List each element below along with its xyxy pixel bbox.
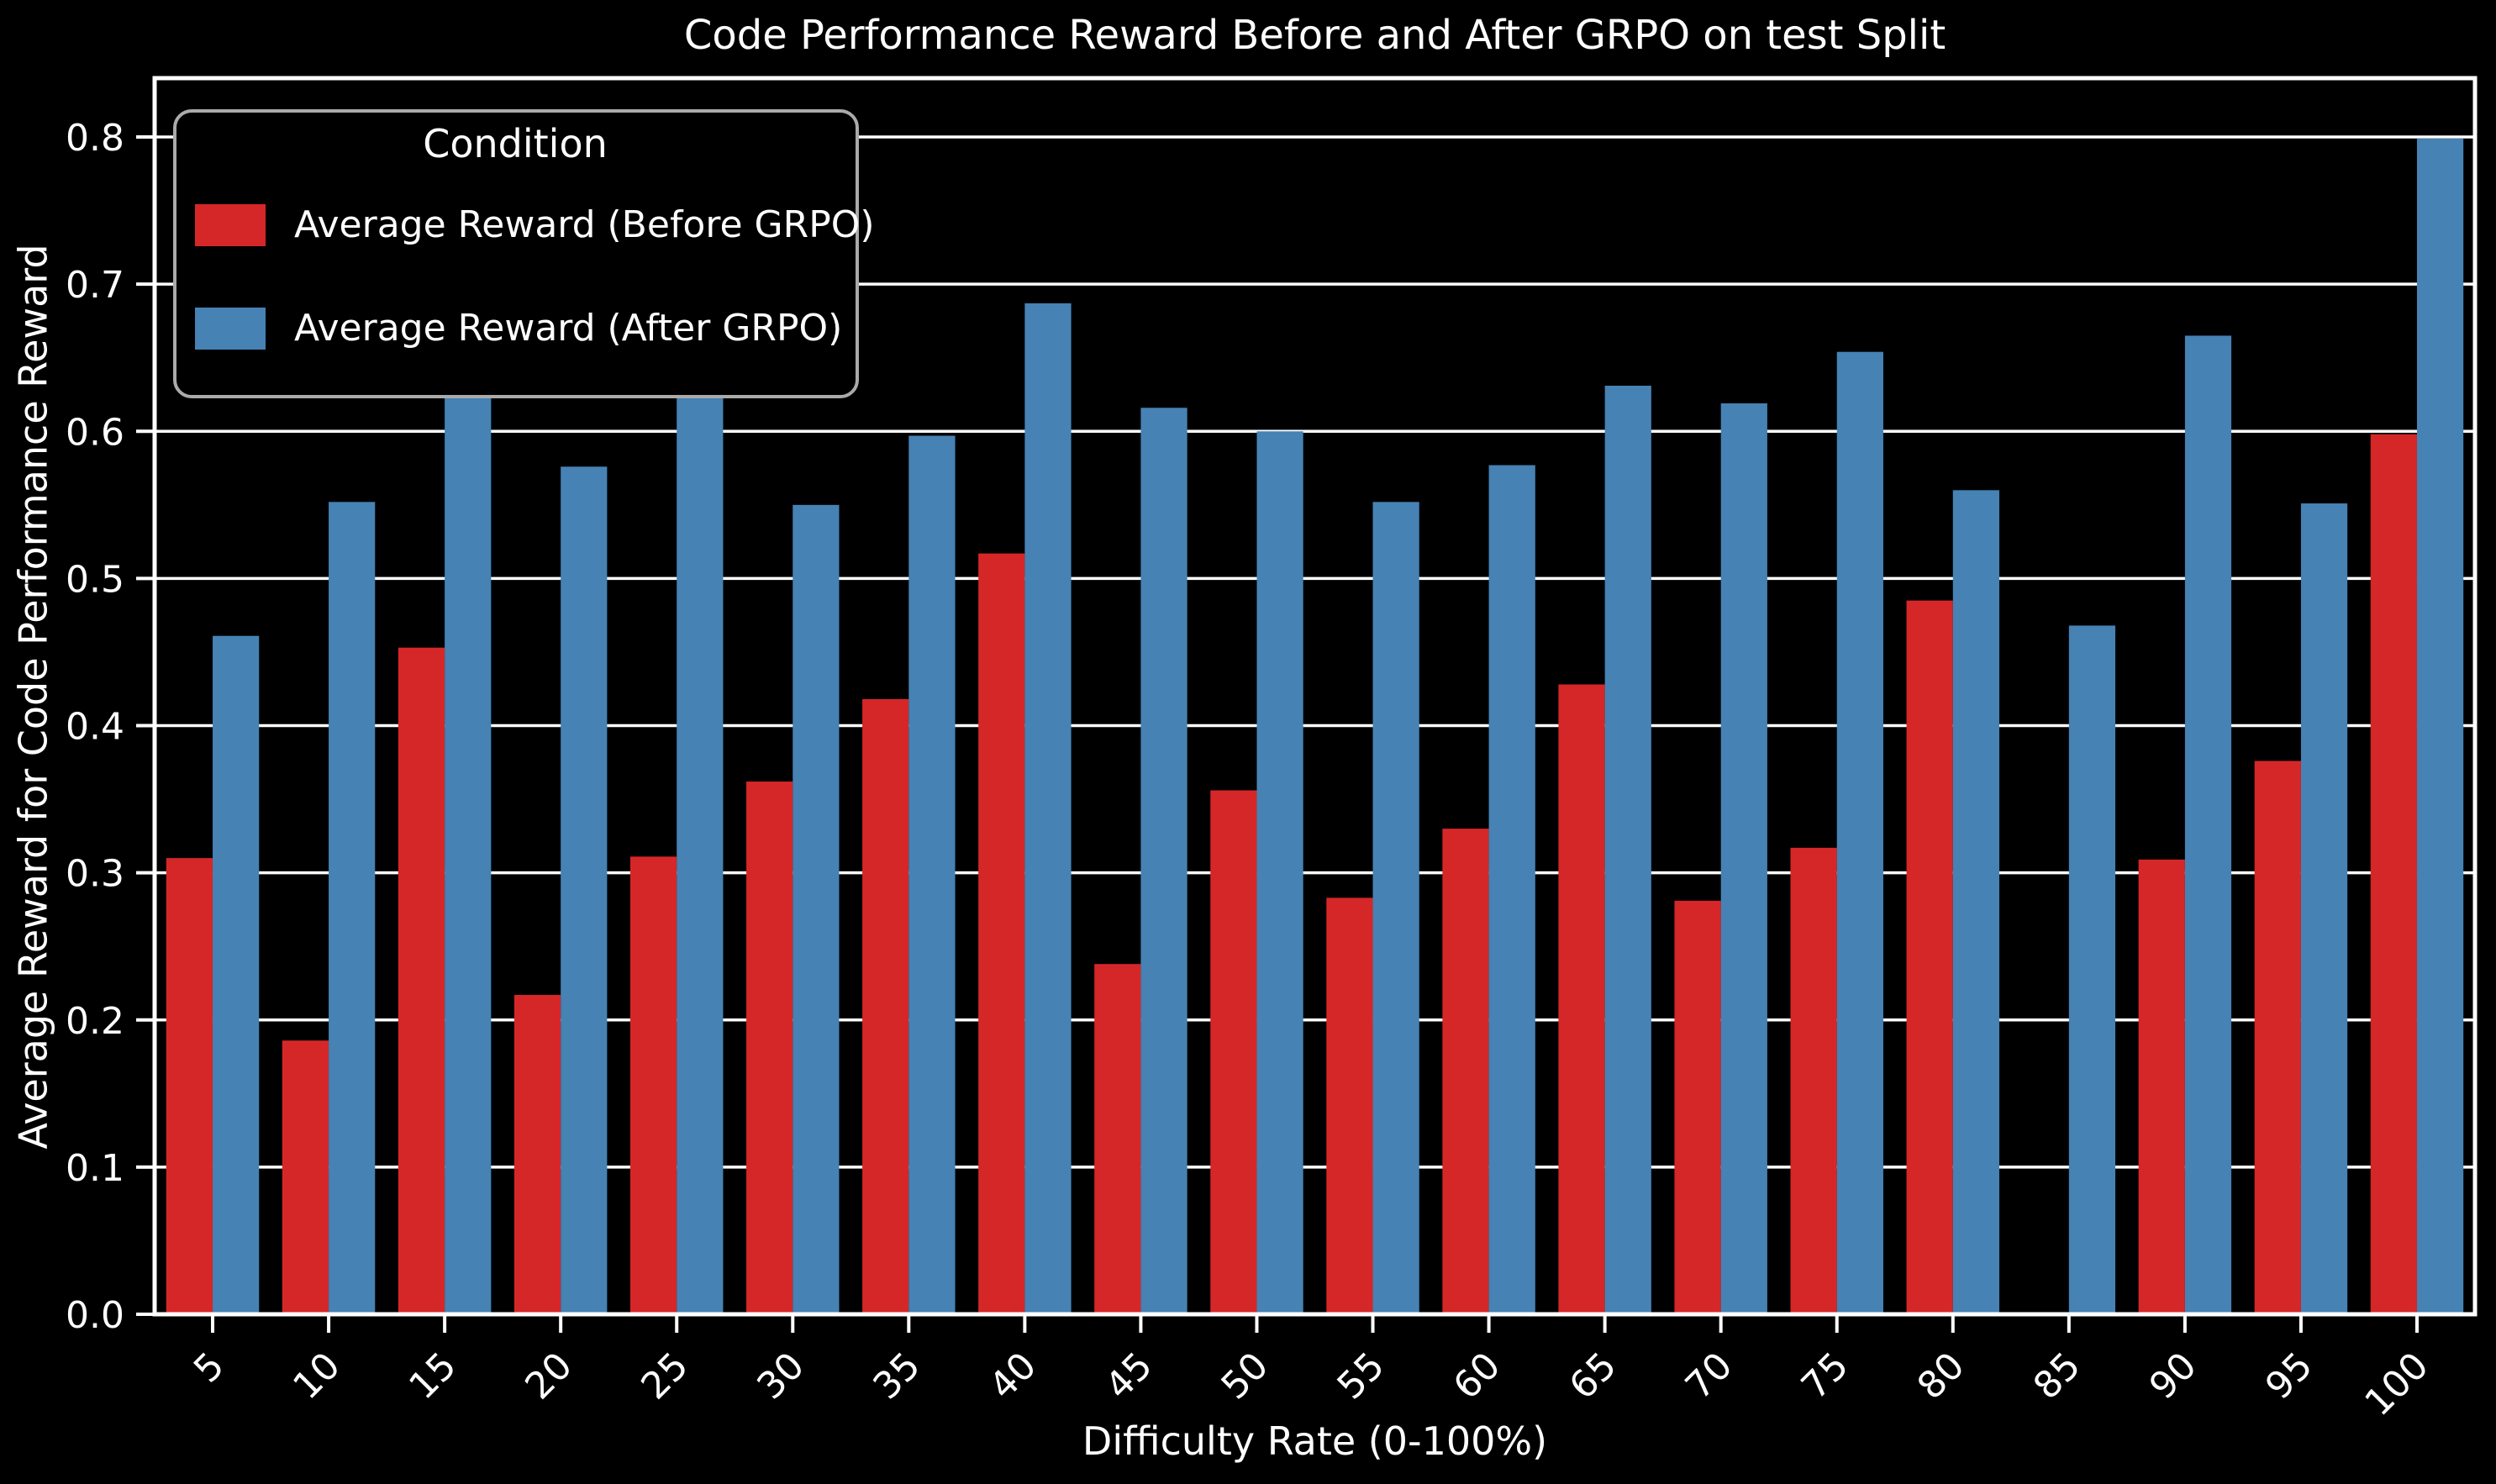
- y-tick-label-0.6: 0.6: [66, 411, 124, 454]
- bar-before-70: [1674, 900, 1721, 1314]
- bar-before-20: [513, 994, 561, 1314]
- y-axis: 0.0 0.1 0.2 0.3 0.4 0.5 0.6 0.7 0.8: [66, 117, 155, 1337]
- bar-before-50: [1210, 790, 1257, 1314]
- x-tick-label-75: 75: [1793, 1345, 1857, 1408]
- bar-after-40: [1024, 303, 1072, 1314]
- chart-title: Code Performance Reward Before and After…: [683, 12, 1946, 59]
- bars: [166, 138, 2464, 1315]
- y-tick-label-0.5: 0.5: [66, 558, 124, 601]
- bar-after-80: [1952, 490, 1999, 1314]
- x-tick-label-50: 50: [1214, 1345, 1277, 1408]
- x-tick-label-65: 65: [1561, 1345, 1625, 1408]
- legend-label-after: Average Reward (After GRPO): [294, 307, 843, 350]
- x-tick-label-10: 10: [285, 1345, 349, 1408]
- bar-after-25: [677, 345, 724, 1314]
- x-tick-label-70: 70: [1677, 1345, 1741, 1408]
- bar-before-100: [2370, 434, 2417, 1314]
- bar-after-45: [1140, 408, 1187, 1315]
- bar-before-45: [1094, 964, 1141, 1314]
- bar-after-70: [1720, 403, 1767, 1315]
- bar-after-60: [1488, 465, 1535, 1314]
- bar-before-90: [2138, 859, 2185, 1314]
- legend-entry-after: Average Reward (After GRPO): [195, 276, 842, 380]
- x-tick-label-40: 40: [981, 1345, 1045, 1408]
- bar-before-95: [2254, 760, 2301, 1314]
- bar-before-25: [630, 856, 677, 1314]
- plot-frame: [152, 76, 2478, 1317]
- bar-after-65: [1604, 385, 1651, 1315]
- bar-before-5: [166, 858, 213, 1314]
- bar-before-15: [398, 647, 445, 1314]
- legend-title: Condition: [423, 121, 608, 166]
- bar-after-35: [908, 435, 956, 1314]
- x-tick-label-15: 15: [401, 1345, 465, 1408]
- y-tick-label-0.2: 0.2: [66, 1000, 124, 1043]
- bar-before-35: [862, 699, 909, 1314]
- x-tick-label-90: 90: [2141, 1345, 2205, 1408]
- bar-after-30: [793, 504, 840, 1314]
- y-tick-label-0.3: 0.3: [66, 853, 124, 896]
- x-tick-label-80: 80: [1909, 1345, 1973, 1408]
- bar-before-40: [978, 553, 1025, 1314]
- y-axis-label-container: Average Reward for Code Performance Rewa…: [0, 78, 67, 1314]
- y-tick-label-0.7: 0.7: [66, 264, 124, 307]
- x-tick-label-25: 25: [633, 1345, 697, 1408]
- x-tick-label-30: 30: [749, 1345, 813, 1408]
- x-tick-label-20: 20: [517, 1345, 581, 1408]
- bar-after-50: [1256, 431, 1303, 1315]
- x-tick-label-35: 35: [865, 1345, 929, 1408]
- bar-after-95: [2300, 503, 2348, 1314]
- legend: Condition Average Reward (Before GRPO) A…: [173, 109, 875, 398]
- bar-after-100: [2416, 138, 2464, 1314]
- y-tick-label-0.8: 0.8: [66, 117, 124, 160]
- legend-patch-before-icon: [195, 203, 266, 246]
- bar-after-55: [1372, 502, 1419, 1314]
- bar-before-80: [1906, 600, 1953, 1314]
- x-tick-label-5: 5: [186, 1345, 233, 1392]
- legend-entry-before: Average Reward (Before GRPO): [195, 173, 875, 276]
- y-tick-label-0.0: 0.0: [66, 1294, 124, 1337]
- bar-before-55: [1326, 897, 1373, 1314]
- x-tick-label-55: 55: [1330, 1345, 1393, 1408]
- x-tick-label-60: 60: [1445, 1345, 1509, 1408]
- x-axis-label: Difficulty Rate (0-100%): [1082, 1418, 1548, 1464]
- bar-before-30: [746, 781, 793, 1314]
- x-tick-label-100: 100: [2356, 1345, 2436, 1424]
- bar-after-5: [213, 635, 260, 1314]
- y-tick-label-0.1: 0.1: [66, 1147, 124, 1190]
- bar-before-65: [1558, 684, 1605, 1314]
- bar-after-85: [2068, 625, 2116, 1314]
- bar-before-75: [1790, 847, 1837, 1314]
- x-tick-label-45: 45: [1098, 1345, 1161, 1408]
- x-tick-label-95: 95: [2257, 1345, 2321, 1408]
- bar-after-15: [445, 298, 492, 1314]
- x-axis: 5 10 15 20 25 30 35 40 45 50 55 60 65 70 75 80 85 90 95 100: [186, 1314, 2437, 1424]
- y-axis-label: Average Reward for Code Performance Rewa…: [11, 243, 57, 1150]
- legend-patch-after-icon: [195, 307, 266, 350]
- bar-after-75: [1836, 351, 1883, 1314]
- x-tick-label-85: 85: [2025, 1345, 2089, 1408]
- bar-after-90: [2184, 335, 2232, 1314]
- bar-after-10: [329, 502, 376, 1314]
- y-tick-label-0.4: 0.4: [66, 706, 124, 749]
- bar-before-10: [282, 1040, 329, 1314]
- legend-label-before: Average Reward (Before GRPO): [294, 203, 875, 246]
- bar-before-60: [1442, 829, 1489, 1314]
- bar-after-20: [561, 466, 608, 1314]
